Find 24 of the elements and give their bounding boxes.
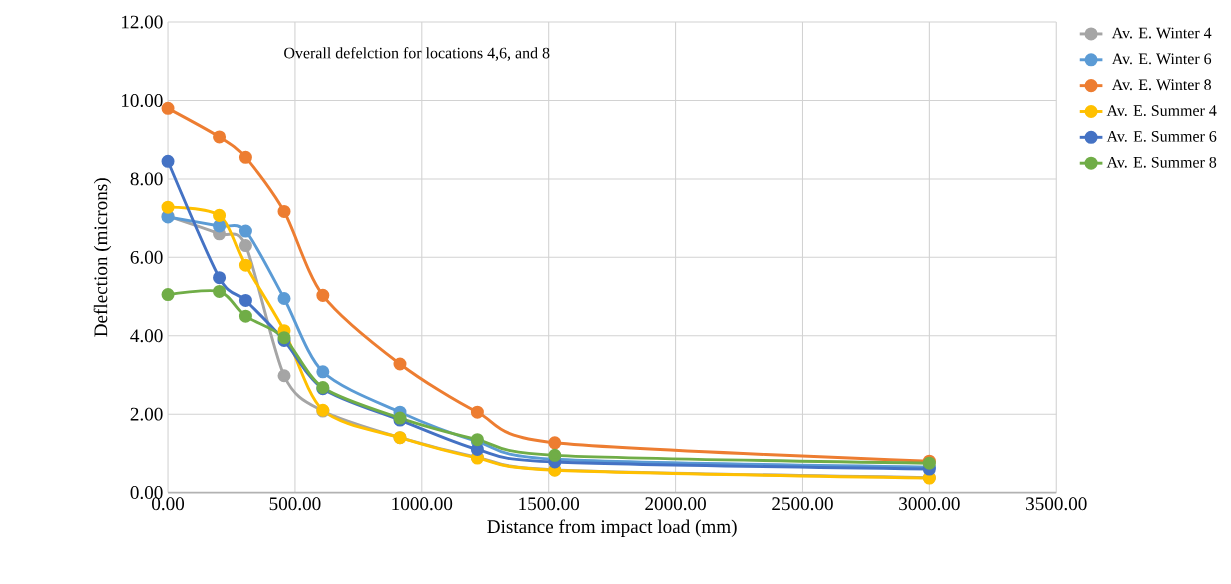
x-tick-label: 500.00 xyxy=(269,497,321,511)
y-tick-label: 12.00 xyxy=(121,15,163,29)
x-axis-title: Distance from impact load (mm) xyxy=(487,519,737,538)
y-tick-label: 4.00 xyxy=(130,329,163,343)
text: Overall defelction for locations 4,6, and 8 xyxy=(284,47,550,61)
y-tick-label: 0.00 xyxy=(130,486,163,500)
legend-label: Av. E. Winter 4 xyxy=(1111,27,1212,39)
x-tick-label: 3500.00 xyxy=(1026,497,1087,511)
legend-label: Av. E. Winter 8 xyxy=(1111,79,1211,91)
y-tick-label: 2.00 xyxy=(130,407,163,421)
legend-label: Av. E. Winter 6 xyxy=(1111,53,1212,65)
legend-label: Av. E. Summer 4 xyxy=(1106,105,1217,117)
x-tick-label: 1500.00 xyxy=(519,497,580,511)
legend-label: Av. E. Summer 8 xyxy=(1106,156,1217,168)
x-tick-label: 2500.00 xyxy=(772,497,833,511)
x-tick-label: 3000.00 xyxy=(899,497,960,511)
legend-label: Av. E. Summer 6 xyxy=(1106,131,1217,142)
y-tick-label: 6.00 xyxy=(130,250,163,264)
x-tick-label: 0.00 xyxy=(152,497,185,511)
y-tick-label: 8.00 xyxy=(130,172,163,186)
y-tick-label: 10.00 xyxy=(121,94,163,108)
y-axis-title: Deflection (microns) xyxy=(93,178,112,337)
x-tick-label: 1000.00 xyxy=(392,497,453,511)
x-tick-label: 2000.00 xyxy=(645,497,706,511)
